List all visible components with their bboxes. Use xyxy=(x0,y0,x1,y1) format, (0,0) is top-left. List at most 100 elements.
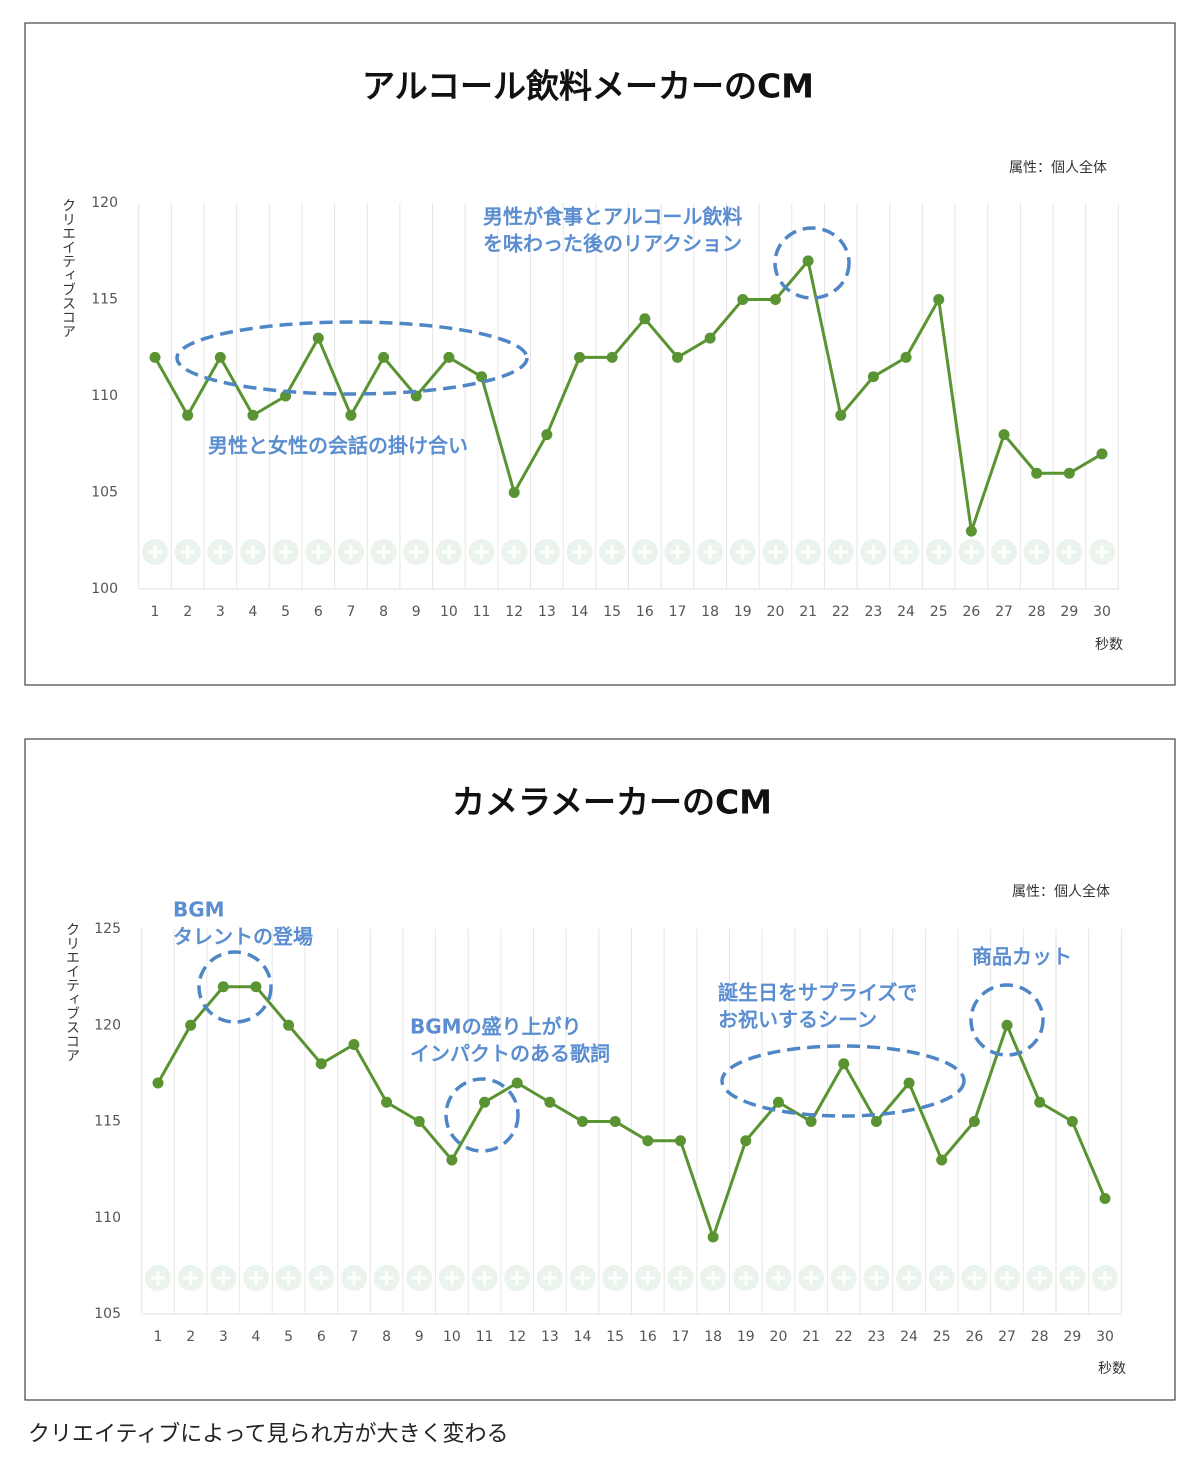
watermark-plus xyxy=(379,1271,394,1285)
x-tick-label: 6 xyxy=(314,604,323,620)
data-point xyxy=(250,981,262,993)
watermark-plus xyxy=(608,1271,623,1285)
x-tick-label: 1 xyxy=(151,604,160,620)
watermark-plus xyxy=(477,1271,492,1285)
annotation-text: 誕生日をサプライズで xyxy=(718,981,917,1005)
x-tick-label: 15 xyxy=(603,604,621,620)
watermark-plus xyxy=(967,1271,982,1285)
x-tick-label: 2 xyxy=(186,1329,195,1345)
watermark-plus xyxy=(640,1271,655,1285)
x-tick-label: 24 xyxy=(900,1329,918,1345)
watermark-plus xyxy=(376,545,391,559)
annotation-ellipse xyxy=(969,983,1045,1057)
data-point xyxy=(182,409,194,421)
data-point xyxy=(283,1019,295,1031)
data-point xyxy=(1066,1116,1078,1127)
data-point xyxy=(704,332,716,344)
x-tick-label: 16 xyxy=(636,604,654,620)
x-tick-label: 17 xyxy=(669,604,687,620)
watermark-plus xyxy=(899,545,914,559)
data-point xyxy=(737,294,749,305)
watermark-plus xyxy=(441,545,456,559)
x-tick-label: 4 xyxy=(252,1329,261,1345)
x-tick-label: 21 xyxy=(799,604,817,620)
data-point xyxy=(446,1154,458,1166)
data-point xyxy=(870,1116,882,1127)
y-tick-label: 105 xyxy=(94,1306,121,1322)
annotation-ellipse xyxy=(773,226,851,300)
data-point xyxy=(348,1039,360,1050)
watermark-plus xyxy=(151,1271,165,1285)
data-point xyxy=(345,409,357,421)
data-point xyxy=(903,1077,915,1089)
x-tick-label: 8 xyxy=(379,604,388,620)
data-point xyxy=(900,351,912,363)
x-tick-label: 17 xyxy=(672,1329,690,1345)
watermark-plus xyxy=(572,545,587,559)
watermark-plus xyxy=(346,1271,361,1285)
data-point xyxy=(381,1096,393,1108)
data-point xyxy=(707,1231,719,1243)
watermark-plus xyxy=(1029,545,1044,559)
data-point xyxy=(541,429,553,441)
y-axis-label: クリエイティブスコア xyxy=(64,922,80,1062)
x-tick-label: 12 xyxy=(505,604,523,620)
watermark-plus xyxy=(605,545,620,559)
x-tick-label: 6 xyxy=(317,1329,326,1345)
y-tick-label: 100 xyxy=(91,581,118,597)
x-tick-label: 22 xyxy=(832,604,850,620)
watermark-plus xyxy=(409,545,424,559)
data-point xyxy=(479,1096,491,1108)
x-tick-label: 29 xyxy=(1063,1329,1081,1345)
watermark-plus xyxy=(738,1271,753,1285)
x-tick-label: 28 xyxy=(1028,604,1046,620)
annotation-ellipse xyxy=(175,320,529,396)
watermark-plus xyxy=(542,1271,557,1285)
data-point xyxy=(867,371,879,383)
y-tick-label: 110 xyxy=(94,1210,121,1226)
series-line xyxy=(156,985,1107,1242)
watermark-plus xyxy=(474,545,489,559)
watermark-plus xyxy=(278,545,293,559)
chart-frame xyxy=(24,738,1176,1401)
annotation-text: BGM xyxy=(173,898,225,922)
x-tick-label: 13 xyxy=(541,1329,559,1345)
watermark-plus xyxy=(539,545,554,559)
watermark-plus xyxy=(245,545,260,559)
data-point xyxy=(965,525,977,537)
x-tick-label: 26 xyxy=(962,604,980,620)
watermark-plus xyxy=(703,545,718,559)
watermark-plus xyxy=(902,1271,917,1285)
watermark-plus xyxy=(637,545,652,559)
attribute-note: 属性：個人全体 xyxy=(1009,159,1107,176)
data-point xyxy=(476,371,488,383)
y-tick-label: 120 xyxy=(91,195,118,211)
data-point xyxy=(606,351,618,363)
attribute-note: 属性：個人全体 xyxy=(1012,883,1110,900)
watermark-plus xyxy=(801,545,816,559)
annotation-text: を味わった後のリアクション xyxy=(483,232,742,256)
y-tick-label: 125 xyxy=(94,921,121,937)
watermark-plus xyxy=(735,545,750,559)
x-tick-label: 9 xyxy=(412,604,421,620)
watermark-plus xyxy=(706,1271,721,1285)
watermark-plus xyxy=(248,1271,263,1285)
watermark-plus xyxy=(510,1271,525,1285)
watermark-plus xyxy=(673,1271,688,1285)
data-point xyxy=(511,1077,523,1089)
x-tick-label: 18 xyxy=(701,604,719,620)
watermark-plus xyxy=(771,1271,786,1285)
x-tick-label: 23 xyxy=(867,1329,885,1345)
watermark-plus xyxy=(412,1271,427,1285)
x-tick-label: 23 xyxy=(864,604,882,620)
watermark-plus xyxy=(314,1271,329,1285)
x-tick-label: 7 xyxy=(346,604,355,620)
data-point xyxy=(1063,467,1075,479)
x-tick-label: 10 xyxy=(443,1329,461,1345)
x-tick-label: 3 xyxy=(216,604,225,620)
watermark-plus xyxy=(934,1271,949,1285)
annotation-ellipse xyxy=(444,1077,520,1153)
data-point xyxy=(1096,448,1108,460)
watermark-plus xyxy=(670,545,685,559)
x-tick-label: 1 xyxy=(154,1329,163,1345)
